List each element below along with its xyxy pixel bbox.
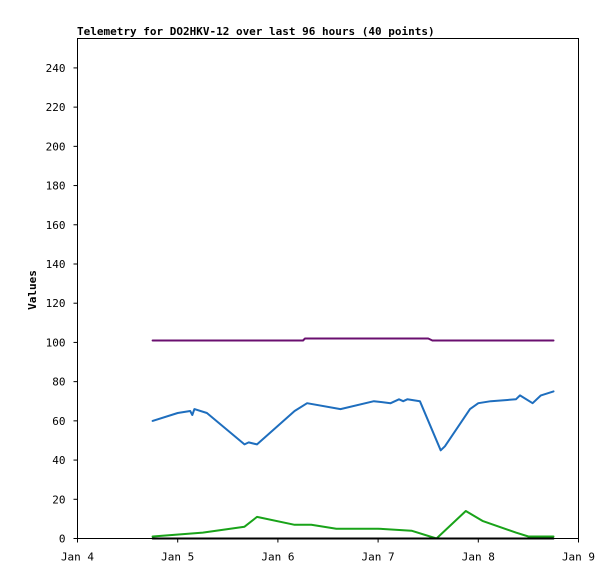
x-tick-label: Jan 8 [462,551,495,564]
y-tick-label: 160 [46,219,66,232]
x-tick-label: Jan 7 [362,551,395,564]
series-line-1 [151,337,555,342]
y-tick-label: 40 [52,454,65,467]
y-tick-label: 0 [59,533,66,546]
chart-title: Telemetry for DO2HKV-12 over last 96 hou… [77,25,435,38]
y-tick-label: 200 [46,140,66,153]
y-tick-label: 180 [46,180,66,193]
y-axis-ticks: 0 20 40 60 80 100 120 140 160 180 200 220 240 [46,62,78,546]
x-tick-label: Jan 4 [61,551,94,564]
y-tick-label: 220 [46,101,66,114]
x-axis-ticks: Jan 4 Jan 5 Jan 6 Jan 7 Jan 8 Jan 9 [61,538,595,564]
y-axis-label: Values [26,270,39,310]
series-line-2 [151,390,555,452]
series-line-3 [151,510,555,540]
y-tick-label: 80 [52,376,65,389]
y-tick-label: 20 [52,493,65,506]
y-tick-label: 100 [46,336,66,349]
series-layer [151,337,555,540]
y-tick-label: 120 [46,297,66,310]
y-tick-label: 240 [46,62,66,75]
x-tick-label: Jan 6 [261,551,294,564]
plot-area [77,38,579,539]
x-tick-label: Jan 5 [161,551,194,564]
x-tick-label: Jan 9 [562,551,595,564]
y-tick-label: 60 [52,415,65,428]
y-tick-label: 140 [46,258,66,271]
